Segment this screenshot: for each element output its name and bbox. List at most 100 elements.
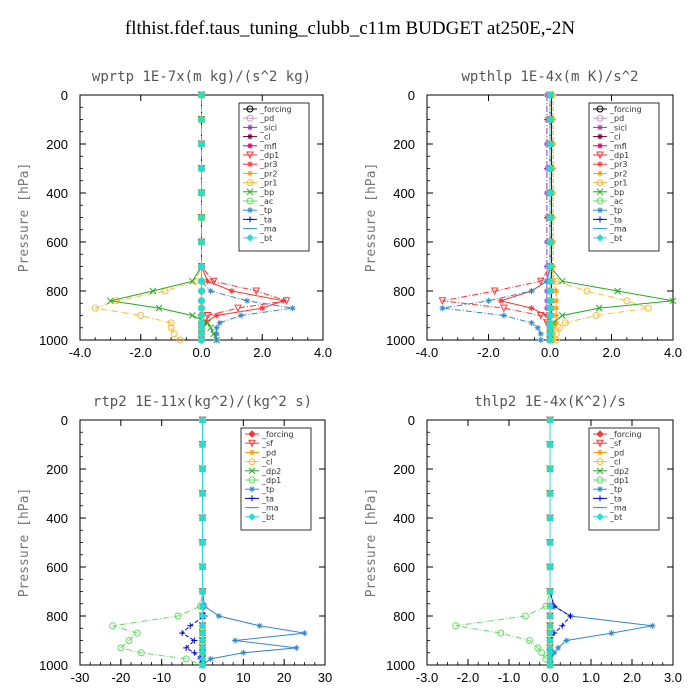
legend-marker <box>247 133 253 140</box>
legend-marker <box>248 439 256 448</box>
data-point <box>521 612 529 620</box>
legend-label: _tp <box>261 485 274 494</box>
data-point <box>198 661 207 669</box>
legend-label: _cl <box>609 458 621 467</box>
y-tick-label: 400 <box>393 186 415 201</box>
legend-marker <box>596 114 604 122</box>
data-point <box>534 324 541 331</box>
data-point <box>546 661 554 669</box>
y-axis-label: Pressure [hPa] <box>364 163 379 273</box>
data-point <box>189 277 196 285</box>
legend-marker <box>249 449 255 456</box>
legend-label: _pr2 <box>259 169 277 178</box>
legend-label: _forcing <box>259 105 292 114</box>
panel-title: wprtp 1E-7x(m kg)/(s^2 kg) <box>92 69 311 85</box>
data-point <box>198 602 207 610</box>
data-point <box>198 489 207 498</box>
series-bt <box>546 91 554 344</box>
legend-marker <box>247 124 253 131</box>
x-tick-label: -4.0 <box>416 345 438 360</box>
data-point <box>280 297 287 304</box>
legend-marker <box>247 161 253 168</box>
legend: _forcing_sf_pd_cl_dp2_dp1_tp_ta_ma_bt <box>240 427 312 531</box>
data-point <box>528 288 535 294</box>
legend-marker <box>248 467 256 475</box>
data-point <box>167 324 175 332</box>
data-point <box>553 305 560 312</box>
legend-marker <box>597 124 603 131</box>
legend-label: _ma <box>609 504 627 513</box>
y-tick-label: 1000 <box>386 333 415 348</box>
legend-marker <box>596 179 604 187</box>
series-bt <box>198 416 207 669</box>
data-point <box>608 630 615 637</box>
legend-marker <box>246 188 254 196</box>
legend-label: _sf <box>261 439 273 448</box>
data-point <box>546 277 554 285</box>
legend-label: _ta <box>261 494 274 503</box>
data-point <box>614 287 622 295</box>
data-point <box>546 416 554 424</box>
chart-panel-1: wprtp 1E-7x(m kg)/(s^2 kg) Pressure [hPa]… <box>17 69 332 360</box>
y-tick-label: 800 <box>46 609 68 624</box>
data-point <box>203 312 212 320</box>
legend-marker <box>248 458 256 466</box>
data-point <box>546 287 554 295</box>
x-tick-label: 1.0 <box>582 670 600 685</box>
y-tick-label: 200 <box>393 462 415 477</box>
data-point <box>500 304 508 313</box>
legend-label: _sf <box>609 439 621 448</box>
legend-marker <box>246 114 254 122</box>
panel-title: rtp2 1E-11x(kg^2)/(kg^2 s) <box>93 394 312 410</box>
x-tick-label: 2.0 <box>602 345 620 360</box>
data-point <box>546 311 554 320</box>
legend-marker <box>249 486 255 493</box>
legend-marker <box>247 142 253 149</box>
legend-marker <box>596 105 604 113</box>
chart-panel-2: wpthlp 1E-4x(m K)/s^2 Pressure [hPa] -4.0 -… <box>364 69 682 360</box>
y-tick-label: 600 <box>393 560 415 575</box>
data-point <box>536 277 545 286</box>
data-point <box>198 612 207 620</box>
y-tick-label: 800 <box>393 609 415 624</box>
series-line <box>455 420 551 666</box>
legend-label: _ma <box>609 225 627 234</box>
y-tick-label: 600 <box>46 560 68 575</box>
legend-marker <box>596 513 604 521</box>
data-point <box>197 213 206 222</box>
x-tick-label: -2.0 <box>477 345 499 360</box>
legend-label: _sicl <box>259 123 277 132</box>
data-point <box>546 636 554 645</box>
data-point <box>546 602 554 610</box>
legend-marker <box>246 105 254 113</box>
legend-label: _pd <box>261 448 276 457</box>
x-tick-label: -2.0 <box>457 670 479 685</box>
legend-label: _pd <box>609 114 624 123</box>
data-point <box>553 319 560 326</box>
legend-marker <box>247 207 253 214</box>
data-point <box>256 622 263 629</box>
data-point <box>197 189 206 197</box>
legend-marker <box>596 458 604 466</box>
legend-marker <box>597 495 603 502</box>
series-line <box>549 95 649 340</box>
data-point <box>583 287 591 295</box>
x-tick-label: 3.0 <box>664 670 682 685</box>
legend-label: _pr3 <box>609 160 627 169</box>
data-point <box>210 330 218 338</box>
legend-marker <box>249 495 255 502</box>
data-point <box>191 649 198 656</box>
data-point <box>213 324 220 331</box>
legend-marker <box>246 151 254 160</box>
data-point <box>567 613 574 619</box>
panel-title: wpthlp 1E-4x(m K)/s^2 <box>461 69 638 85</box>
data-point <box>558 277 566 285</box>
data-point <box>485 297 492 304</box>
data-point <box>595 304 603 312</box>
legend-marker <box>246 197 254 205</box>
data-point <box>252 287 260 296</box>
data-point <box>546 336 554 344</box>
data-point <box>537 337 544 343</box>
data-point <box>546 91 554 99</box>
series-tp <box>439 92 553 343</box>
